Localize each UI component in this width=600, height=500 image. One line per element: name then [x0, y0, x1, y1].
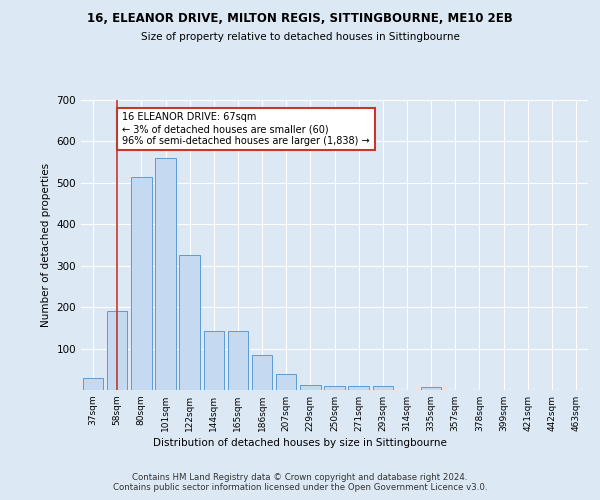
Bar [349, 386, 369, 390]
Y-axis label: Number of detached properties: Number of detached properties [41, 163, 51, 327]
Bar [373, 386, 393, 390]
Text: 16, ELEANOR DRIVE, MILTON REGIS, SITTINGBOURNE, ME10 2EB: 16, ELEANOR DRIVE, MILTON REGIS, SITTING… [87, 12, 513, 26]
Bar [131, 176, 152, 390]
Bar [421, 387, 442, 390]
Text: 16 ELEANOR DRIVE: 67sqm
← 3% of detached houses are smaller (60)
96% of semi-det: 16 ELEANOR DRIVE: 67sqm ← 3% of detached… [122, 112, 370, 146]
Bar [107, 312, 127, 390]
Bar [324, 386, 345, 390]
Bar [203, 331, 224, 390]
Text: Size of property relative to detached houses in Sittingbourne: Size of property relative to detached ho… [140, 32, 460, 42]
Bar [179, 256, 200, 390]
Bar [155, 158, 176, 390]
Text: Contains HM Land Registry data © Crown copyright and database right 2024.
Contai: Contains HM Land Registry data © Crown c… [113, 472, 487, 492]
Bar [252, 355, 272, 390]
Bar [227, 331, 248, 390]
Text: Distribution of detached houses by size in Sittingbourne: Distribution of detached houses by size … [153, 438, 447, 448]
Bar [300, 384, 320, 390]
Bar [276, 374, 296, 390]
Bar [83, 378, 103, 390]
